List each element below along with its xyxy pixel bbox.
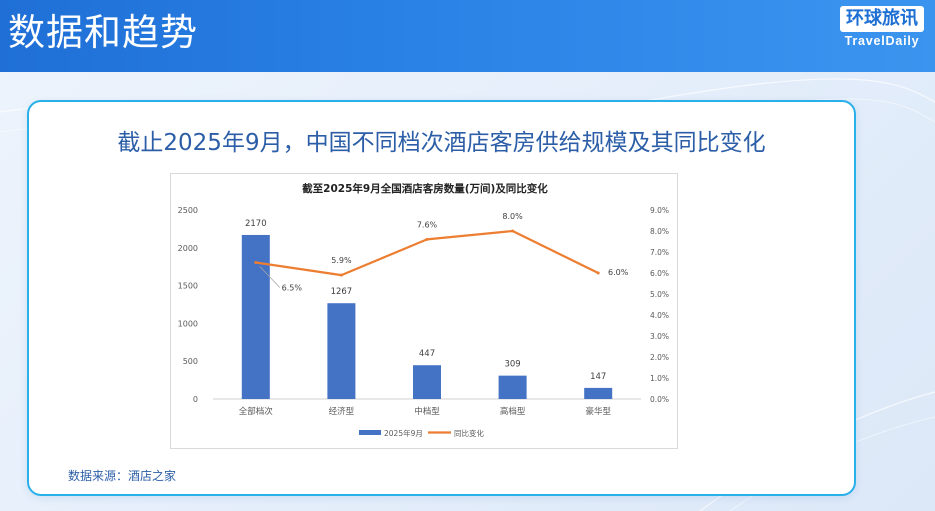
line-data-label: 6.5%	[282, 284, 303, 293]
x-tick-label: 中档型	[414, 406, 440, 417]
bar-data-label: 447	[419, 349, 435, 359]
line-point-2	[425, 237, 429, 241]
bar-4	[584, 387, 613, 399]
brand-logo: 环球旅讯 TravelDaily	[833, 6, 931, 48]
chart-frame: 截至2025年9月全国酒店客房数量(万间)及同比变化 0 500 1000 1500 2…	[170, 173, 678, 449]
bar-2	[413, 365, 441, 399]
y-left-tick-label: 0	[193, 395, 198, 404]
y-right-tick-label: 3.0%	[650, 332, 669, 341]
y-right-tick-label: 4.0%	[650, 311, 669, 320]
y-right-tick-label: 1.0%	[650, 374, 669, 383]
x-tick-label: 豪华型	[585, 406, 611, 417]
y-left-tick-label: 2000	[178, 244, 198, 253]
brand-logo-cn: 环球旅讯	[840, 6, 924, 32]
line-data-label: 6.0%	[608, 268, 629, 277]
y-right-tick-label: 5.0%	[650, 290, 669, 299]
bar-data-label: 2170	[245, 219, 267, 229]
legend-label-line: 同比变化	[454, 428, 484, 438]
y-right-tick-label: 2.0%	[650, 353, 669, 362]
x-tick-label: 经济型	[329, 406, 355, 417]
bar-1	[327, 303, 356, 399]
line-data-label: 5.9%	[331, 256, 352, 265]
line-data-label: 7.6%	[417, 220, 438, 229]
y-right-tick-label: 8.0%	[650, 227, 669, 236]
y-left-tick-label: 1000	[178, 319, 198, 328]
line-point-4	[596, 271, 600, 275]
bar-3	[498, 375, 527, 399]
x-tick-label: 高档型	[500, 406, 526, 417]
chart-title: 截至2025年9月全国酒店客房数量(万间)及同比变化	[302, 182, 548, 195]
y-left-tick-label: 500	[183, 357, 198, 366]
header-bar: 数据和趋势 环球旅讯 TravelDaily	[0, 0, 935, 72]
content-card: 截止2025年9月，中国不同档次酒店客房供给规模及其同比变化 截至2025年9月…	[27, 100, 856, 496]
line-data-label: 8.0%	[502, 212, 523, 221]
bar-data-label: 147	[590, 372, 606, 382]
brand-logo-en: TravelDaily	[844, 34, 920, 48]
y-left-tick-label: 1500	[178, 282, 198, 291]
y-right-tick-label: 7.0%	[650, 248, 669, 257]
bar-0	[241, 234, 270, 399]
line-label-leader	[259, 266, 281, 288]
x-tick-label: 全部档次	[239, 406, 274, 417]
line-point-0	[254, 261, 258, 264]
legend-swatch-bar	[359, 430, 381, 435]
line-point-1	[339, 273, 343, 277]
page-title: 数据和趋势	[8, 11, 198, 54]
slide-title: 截止2025年9月，中国不同档次酒店客房供给规模及其同比变化	[117, 130, 766, 156]
combo-chart: 截至2025年9月全国酒店客房数量(万间)及同比变化 0 500 1000 1500 2…	[178, 182, 669, 438]
y-right-tick-label: 6.0%	[650, 269, 669, 278]
data-source-note: 数据来源：酒店之家	[68, 469, 177, 483]
legend-label-bar: 2025年9月	[384, 428, 423, 438]
bar-data-label: 1267	[331, 287, 353, 297]
y-right-tick-label: 9.0%	[650, 206, 669, 215]
yoy-change-line	[255, 229, 599, 277]
y-left-tick-label: 2500	[178, 206, 198, 215]
bar-data-label: 309	[504, 360, 520, 370]
line-point-3	[511, 229, 515, 233]
y-right-tick-label: 0.0%	[650, 395, 669, 404]
